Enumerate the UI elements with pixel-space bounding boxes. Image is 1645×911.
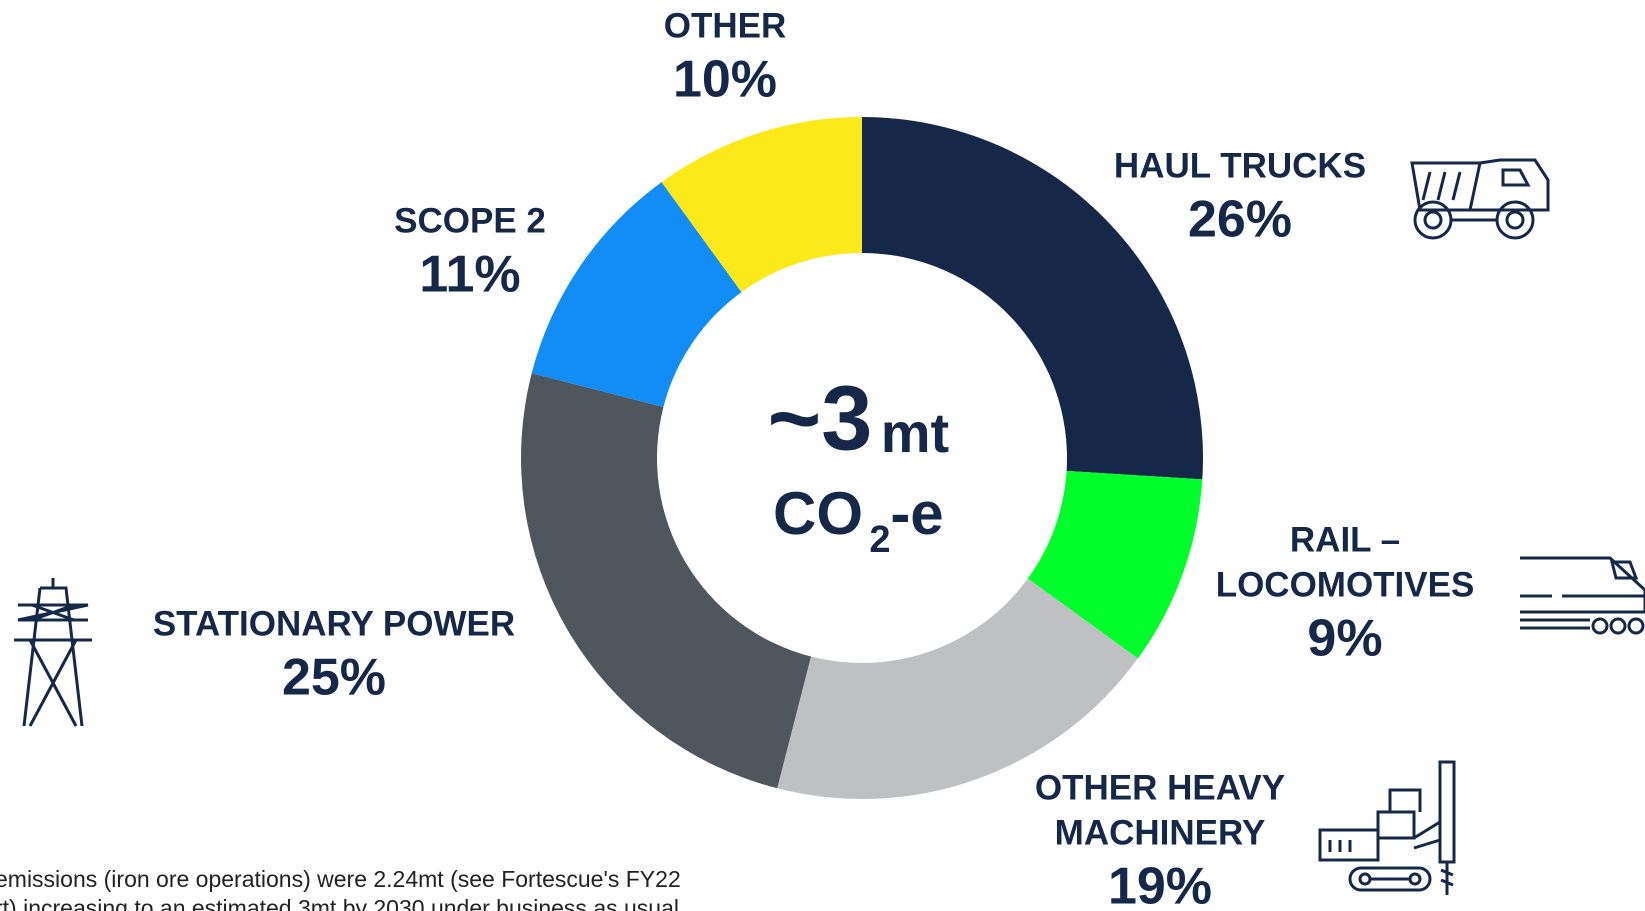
segment-value: 26% — [1188, 191, 1292, 249]
truck-icon — [1410, 158, 1550, 240]
segment-value: 10% — [673, 51, 777, 109]
donut-segment — [521, 373, 812, 789]
center-unit: mt — [881, 401, 949, 464]
train-icon — [1520, 556, 1645, 635]
segment-label: LOCOMOTIVES — [1216, 565, 1475, 604]
donut-segment — [531, 182, 742, 408]
segment-label: HAUL TRUCKS — [1114, 146, 1366, 185]
center-main: ~3 — [768, 367, 873, 469]
center-subscript: 2 — [869, 519, 890, 561]
segment-value: 9% — [1307, 610, 1382, 668]
drill-icon — [1318, 760, 1456, 895]
segment-value: 11% — [419, 246, 520, 304]
donut-segment — [661, 117, 862, 293]
segment-label: SCOPE 2 — [394, 201, 546, 240]
segment-value: 19% — [1108, 858, 1212, 911]
footnote: rt) increasing to an estimated 3mt by 20… — [0, 895, 679, 911]
donut-segment — [1027, 470, 1203, 659]
segment-label: RAIL – — [1290, 520, 1400, 559]
donut-segment — [862, 117, 1204, 480]
segment-label: STATIONARY POWER — [153, 604, 515, 643]
segment-label: OTHER — [664, 6, 787, 45]
footnote: emissions (iron ore operations) were 2.2… — [0, 866, 681, 892]
center-suffix: -e — [890, 480, 943, 547]
tower-icon — [14, 578, 92, 727]
center-formula: CO — [773, 480, 863, 547]
segment-label: MACHINERY — [1055, 813, 1266, 852]
segment-label: OTHER HEAVY — [1035, 768, 1285, 807]
segment-value: 25% — [282, 649, 386, 707]
donut-segment — [777, 578, 1138, 799]
